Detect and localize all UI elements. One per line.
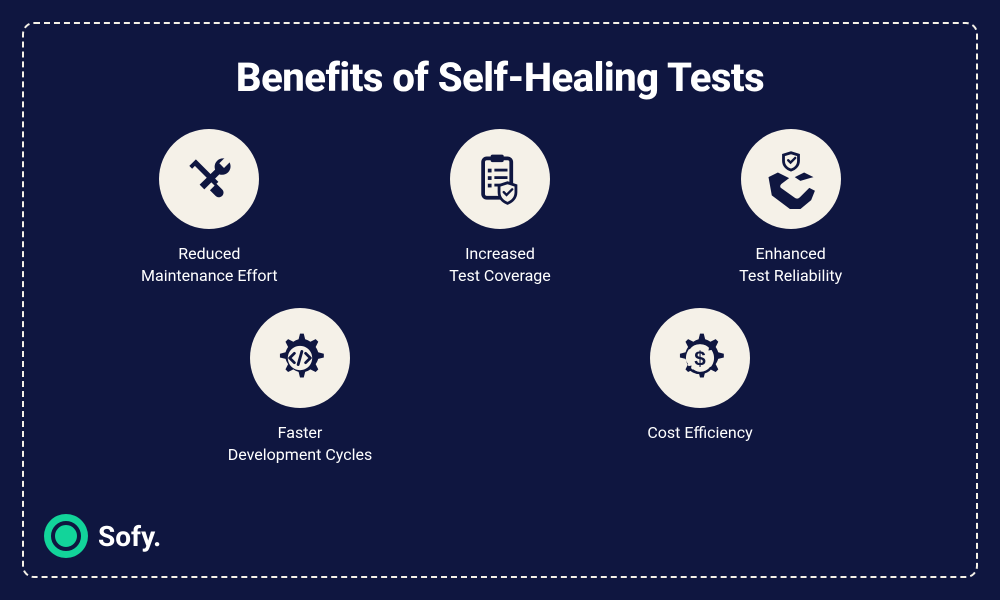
benefit-label: Cost Efficiency <box>647 422 752 444</box>
logo-text: Sofy. <box>98 520 161 553</box>
logo-mark-icon <box>44 514 88 558</box>
gear-code-icon <box>250 308 350 408</box>
gear-dollar-icon: $ <box>650 308 750 408</box>
benefit-reduced-maintenance: Reduced Maintenance Effort <box>99 129 319 288</box>
svg-text:$: $ <box>694 347 706 370</box>
benefit-test-reliability: Enhanced Test Reliability <box>681 129 901 288</box>
benefit-label: Faster Development Cycles <box>228 422 372 467</box>
benefit-label: Enhanced Test Reliability <box>739 243 842 288</box>
clipboard-shield-icon <box>450 129 550 229</box>
brand-logo: Sofy. <box>44 514 161 558</box>
infographic-frame: Benefits of Self-Healing Tests Reduced M… <box>22 22 978 578</box>
benefit-label: Increased Test Coverage <box>449 243 551 288</box>
benefit-dev-cycles: Faster Development Cycles <box>190 308 410 467</box>
tools-icon <box>159 129 259 229</box>
benefit-label: Reduced Maintenance Effort <box>141 243 278 288</box>
benefits-row-2: Faster Development Cycles $ Cost Efficie… <box>64 308 936 467</box>
benefits-row-1: Reduced Maintenance Effort Increased Tes… <box>64 129 936 288</box>
benefit-cost-efficiency: $ Cost Efficiency <box>590 308 810 467</box>
page-title: Benefits of Self-Healing Tests <box>64 54 936 101</box>
benefit-test-coverage: Increased Test Coverage <box>390 129 610 288</box>
handshake-shield-icon <box>741 129 841 229</box>
